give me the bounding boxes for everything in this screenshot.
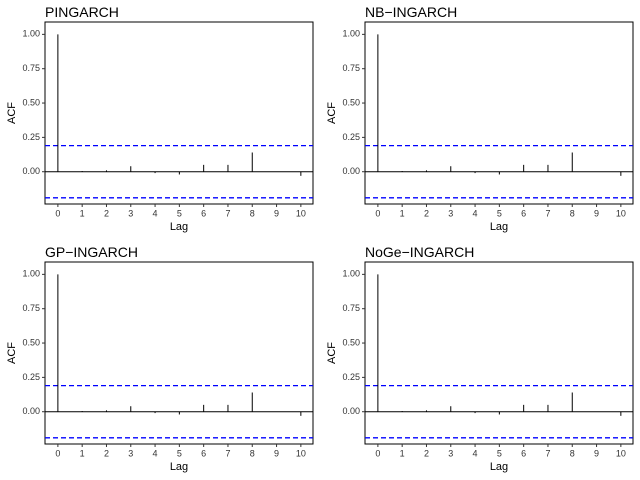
x-tick-label: 4	[153, 448, 158, 458]
x-tick-label: 10	[296, 448, 306, 458]
y-tick-label: 0.25	[22, 372, 40, 382]
y-tick-label: 0.50	[342, 97, 360, 107]
y-tick-label: 0.75	[342, 303, 360, 313]
x-tick-label: 5	[497, 208, 502, 218]
x-tick-label: 7	[545, 208, 550, 218]
x-tick-label: 1	[80, 208, 85, 218]
x-tick-label: 9	[274, 448, 279, 458]
x-tick-label: 8	[250, 448, 255, 458]
y-tick-label: 1.00	[342, 269, 360, 279]
panel-title: NoGe−INGARCH	[365, 244, 474, 260]
x-tick-label: 5	[177, 208, 182, 218]
x-tick-label: 4	[473, 208, 478, 218]
y-tick-label: 0.00	[342, 166, 360, 176]
x-tick-label: 9	[274, 208, 279, 218]
y-axis-title: ACF	[6, 102, 18, 124]
x-tick-label: 2	[104, 448, 109, 458]
x-tick-label: 3	[448, 208, 453, 218]
y-tick-label: 0.00	[22, 166, 40, 176]
x-axis-title: Lag	[490, 221, 508, 233]
x-tick-label: 3	[128, 208, 133, 218]
x-tick-label: 7	[225, 448, 230, 458]
x-tick-label: 8	[570, 208, 575, 218]
x-tick-label: 3	[448, 448, 453, 458]
x-tick-label: 0	[55, 208, 60, 218]
panel-title: PINGARCH	[45, 4, 119, 20]
x-tick-label: 6	[201, 448, 206, 458]
y-tick-label: 0.00	[342, 406, 360, 416]
panel-title: NB−INGARCH	[365, 4, 457, 20]
x-tick-label: 7	[545, 448, 550, 458]
x-tick-label: 3	[128, 448, 133, 458]
y-tick-label: 0.25	[342, 372, 360, 382]
x-tick-label: 5	[497, 448, 502, 458]
x-tick-label: 4	[153, 208, 158, 218]
x-axis-title: Lag	[170, 221, 188, 233]
x-tick-label: 2	[424, 208, 429, 218]
y-tick-label: 1.00	[22, 29, 40, 39]
x-tick-label: 6	[521, 208, 526, 218]
x-tick-label: 2	[424, 448, 429, 458]
x-tick-label: 10	[296, 208, 306, 218]
plot-border	[364, 261, 634, 445]
x-tick-label: 4	[473, 448, 478, 458]
y-tick-label: 0.50	[342, 337, 360, 347]
x-axis-title: Lag	[170, 461, 188, 473]
x-tick-label: 6	[521, 448, 526, 458]
y-axis-title: ACF	[6, 342, 18, 364]
x-tick-label: 1	[400, 208, 405, 218]
y-tick-label: 0.50	[22, 97, 40, 107]
y-tick-label: 0.00	[22, 406, 40, 416]
y-tick-label: 0.25	[342, 132, 360, 142]
x-tick-label: 9	[594, 448, 599, 458]
x-tick-label: 0	[375, 448, 380, 458]
x-tick-label: 10	[616, 448, 626, 458]
x-tick-label: 0	[375, 208, 380, 218]
x-tick-label: 1	[80, 448, 85, 458]
plot-border	[44, 21, 314, 205]
y-tick-label: 0.75	[22, 63, 40, 73]
x-tick-label: 0	[55, 448, 60, 458]
x-tick-label: 6	[201, 208, 206, 218]
y-tick-label: 1.00	[342, 29, 360, 39]
x-tick-label: 9	[594, 208, 599, 218]
x-tick-label: 1	[400, 448, 405, 458]
y-axis-title: ACF	[326, 102, 338, 124]
x-tick-label: 7	[225, 208, 230, 218]
y-tick-label: 0.75	[22, 303, 40, 313]
x-axis-title: Lag	[490, 461, 508, 473]
y-tick-label: 1.00	[22, 269, 40, 279]
plot-border	[364, 21, 634, 205]
x-tick-label: 8	[570, 448, 575, 458]
x-tick-label: 2	[104, 208, 109, 218]
x-tick-label: 10	[616, 208, 626, 218]
y-tick-label: 0.50	[22, 337, 40, 347]
plot-border	[44, 261, 314, 445]
x-tick-label: 5	[177, 448, 182, 458]
x-tick-label: 8	[250, 208, 255, 218]
y-tick-label: 0.25	[22, 132, 40, 142]
y-axis-title: ACF	[326, 342, 338, 364]
y-tick-label: 0.75	[342, 63, 360, 73]
panel-title: GP−INGARCH	[45, 244, 138, 260]
